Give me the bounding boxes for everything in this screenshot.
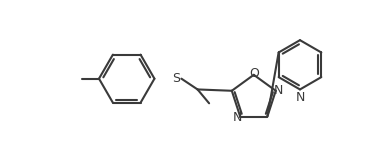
Text: N: N bbox=[233, 111, 243, 124]
Text: O: O bbox=[249, 67, 259, 80]
Text: N: N bbox=[273, 84, 283, 97]
Text: S: S bbox=[172, 72, 180, 85]
Text: N: N bbox=[295, 91, 305, 104]
